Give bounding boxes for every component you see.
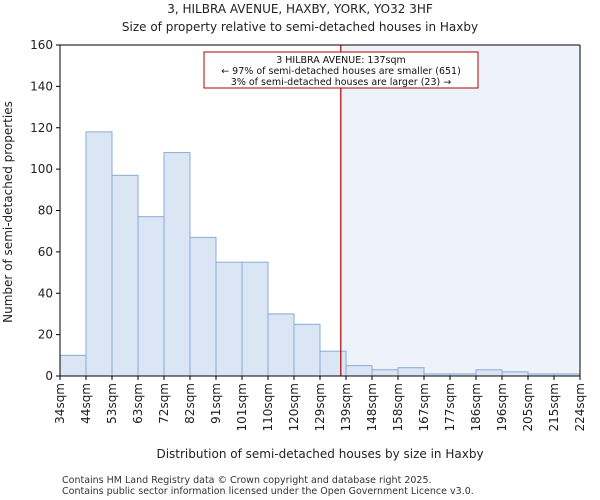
y-tick-label-160: 160 <box>30 38 53 52</box>
bar-63sqm <box>137 216 165 377</box>
bar-148sqm <box>371 369 399 377</box>
x-tick-label-139sqm: 139sqm <box>339 383 353 431</box>
annotation-line3: 3% of semi-detached houses are larger (2… <box>231 77 451 88</box>
y-tick-label-0: 0 <box>45 369 53 383</box>
bar-110sqm <box>267 313 295 377</box>
bar-120sqm <box>293 323 321 377</box>
bar-186sqm <box>475 369 503 377</box>
bar-44sqm <box>85 131 113 377</box>
x-tick-label-177sqm: 177sqm <box>443 383 457 431</box>
y-tick-label-60: 60 <box>38 245 53 259</box>
x-tick-label-44sqm: 44sqm <box>79 383 93 424</box>
x-tick-label-167sqm: 167sqm <box>417 383 431 431</box>
x-tick-label-158sqm: 158sqm <box>391 383 405 431</box>
y-tick-label-120: 120 <box>30 121 53 135</box>
bar-53sqm <box>111 174 139 377</box>
annotation-line1: 3 HILBRA AVENUE: 137sqm <box>276 55 406 66</box>
bar-34sqm <box>59 354 87 377</box>
x-axis-label: Distribution of semi-detached houses by … <box>156 447 483 461</box>
bar-129sqm <box>319 350 347 377</box>
footer-line2: Contains public sector information licen… <box>62 486 474 497</box>
x-tick-label-101sqm: 101sqm <box>235 383 249 431</box>
x-tick-label-205sqm: 205sqm <box>521 383 535 431</box>
x-tick-label-91sqm: 91sqm <box>209 383 223 424</box>
chart-title-line2: Size of property relative to semi-detach… <box>122 20 478 34</box>
chart-title-line1: 3, HILBRA AVENUE, HAXBY, YORK, YO32 3HF <box>167 2 433 16</box>
annotation-box <box>203 51 479 89</box>
x-tick-label-63sqm: 63sqm <box>131 383 145 424</box>
bar-72sqm <box>163 152 191 377</box>
y-tick-label-140: 140 <box>30 79 53 93</box>
y-axis-ticks: 0 20 40 60 80 100 120 140 160 <box>30 38 60 383</box>
x-tick-label-215sqm: 215sqm <box>547 383 561 431</box>
x-tick-label-34sqm: 34sqm <box>53 383 67 424</box>
x-tick-label-110sqm: 110sqm <box>261 383 275 431</box>
y-tick-label-20: 20 <box>38 328 53 342</box>
y-axis-label: Number of semi-detached properties <box>1 101 15 323</box>
bar-158sqm <box>397 367 425 377</box>
footer-line1: Contains HM Land Registry data © Crown c… <box>62 475 432 486</box>
x-tick-label-129sqm: 129sqm <box>313 383 327 431</box>
x-tick-label-72sqm: 72sqm <box>157 383 171 424</box>
x-tick-label-82sqm: 82sqm <box>183 383 197 424</box>
bar-139sqm <box>345 365 373 377</box>
bar-101sqm <box>241 261 269 377</box>
bar-82sqm <box>189 236 217 377</box>
x-tick-label-120sqm: 120sqm <box>287 383 301 431</box>
x-axis-ticks: 34sqm 44sqm 53sqm 63sqm 72sqm 82sqm 91sqm 101sq… <box>53 376 587 431</box>
x-tick-label-196sqm: 196sqm <box>495 383 509 431</box>
larger-region-highlight <box>340 45 580 376</box>
y-tick-label-80: 80 <box>38 204 53 218</box>
y-tick-label-40: 40 <box>38 286 53 300</box>
y-tick-label-100: 100 <box>30 162 53 176</box>
bar-series <box>59 131 581 377</box>
x-tick-label-148sqm: 148sqm <box>365 383 379 431</box>
x-tick-label-186sqm: 186sqm <box>469 383 483 431</box>
x-tick-label-224sqm: 224sqm <box>573 383 587 431</box>
x-tick-label-53sqm: 53sqm <box>105 383 119 424</box>
bar-196sqm <box>501 371 529 377</box>
bar-91sqm <box>215 261 243 377</box>
annotation-line2: ← 97% of semi-detached houses are smalle… <box>221 66 461 77</box>
